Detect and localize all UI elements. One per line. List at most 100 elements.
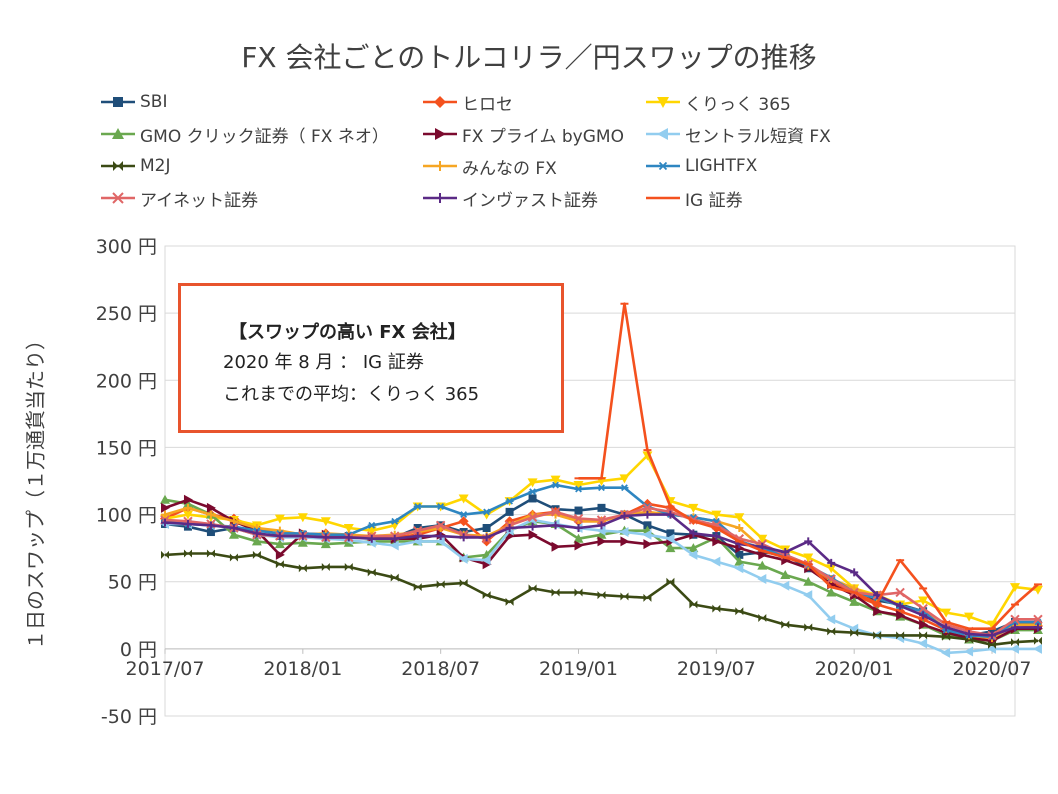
data-point [987, 620, 998, 630]
data-point [780, 580, 790, 591]
data-point [528, 584, 537, 593]
data-point [688, 503, 699, 513]
y-tick-label: 50 円 [108, 572, 157, 594]
data-point [712, 604, 721, 613]
data-point [643, 539, 653, 550]
y-tick-label: 250 円 [96, 303, 157, 325]
data-point [619, 474, 630, 484]
data-point [665, 543, 676, 553]
legend-item: FX プライム byGMO [422, 120, 624, 148]
data-point [827, 627, 836, 636]
annotation-line-1: 2020 年 8 月 ： IG 証券 [223, 352, 424, 373]
y-tick-label: -50 円 [101, 706, 157, 728]
legend-item: セントラル短資 FX [645, 120, 831, 148]
legend-swatch [423, 161, 457, 171]
data-point [735, 524, 744, 532]
x-tick-label: 2020/01 [815, 658, 894, 680]
data-point [435, 128, 446, 140]
data-point [274, 514, 285, 524]
data-point [112, 192, 124, 204]
data-point [780, 570, 791, 579]
data-point [413, 524, 422, 532]
legend-item: ヒロセ [422, 88, 513, 116]
data-point [988, 631, 997, 640]
data-point [551, 521, 560, 530]
data-point [573, 481, 584, 491]
legend-swatch [646, 196, 680, 200]
x-tick-label: 2017/07 [126, 658, 205, 680]
series-12 [574, 302, 1042, 630]
data-point [712, 532, 721, 541]
data-point [321, 562, 330, 571]
data-point [573, 533, 584, 543]
data-point [321, 533, 330, 542]
data-point [918, 638, 928, 649]
data-point [757, 560, 768, 570]
data-point [343, 524, 354, 533]
chart-title: FX 会社ごとのトルコリラ／円スワップの推移 [241, 41, 817, 74]
data-point [1010, 583, 1020, 593]
data-point [297, 537, 308, 547]
legend-item: アイネット証券 [100, 184, 258, 212]
series-layer [160, 302, 1043, 658]
legend-label: IG 証券 [685, 190, 743, 211]
data-point [965, 630, 974, 639]
data-point [298, 532, 307, 541]
data-point [850, 628, 859, 637]
data-point [988, 640, 997, 649]
data-point [458, 553, 468, 564]
data-point [528, 522, 537, 531]
data-point [390, 517, 399, 525]
data-point [711, 556, 721, 567]
data-point [711, 510, 722, 520]
data-point [964, 646, 974, 657]
data-point [505, 507, 514, 516]
data-point [657, 128, 668, 140]
data-point [803, 576, 814, 586]
data-point [666, 577, 675, 586]
data-point [458, 516, 469, 527]
data-point [436, 503, 445, 510]
data-point [550, 507, 561, 517]
data-point [528, 494, 537, 503]
data-point [597, 484, 606, 492]
data-point [298, 564, 307, 573]
data-point [344, 562, 353, 571]
x-tick-label: 2019/01 [539, 658, 618, 680]
annotation-box: 【スワップの高い FX 会社】 2020 年 8 月 ： IG 証券 これまでの… [178, 283, 564, 433]
data-point [596, 529, 607, 539]
data-point [183, 519, 192, 528]
legend-label: FX プライム byGMO [462, 126, 624, 147]
legend-label: インヴァスト証券 [462, 190, 598, 211]
data-point [436, 580, 445, 589]
data-point [435, 520, 446, 531]
legend-item: SBI [100, 88, 167, 116]
data-point [482, 508, 491, 516]
data-point [803, 553, 814, 563]
data-point [344, 533, 353, 542]
legend-swatch [646, 161, 680, 171]
data-point [964, 612, 975, 622]
data-point [666, 510, 675, 519]
data-point [182, 510, 193, 520]
data-point [206, 528, 215, 537]
legend-label: セントラル短資 FX [685, 126, 831, 147]
legend-item: インヴァスト証券 [422, 184, 598, 212]
axes [164, 245, 1016, 717]
data-point [896, 631, 905, 640]
legend-swatch [101, 97, 135, 107]
data-point [643, 521, 652, 530]
data-point [781, 548, 790, 557]
data-point [459, 511, 468, 519]
data-point [918, 603, 928, 614]
data-point [161, 502, 170, 513]
x-tick-label: 2019/07 [677, 658, 756, 680]
legend-label: くりっく 365 [685, 94, 791, 115]
data-point [113, 161, 123, 171]
data-point [229, 517, 238, 526]
data-point [1010, 614, 1020, 625]
data-point [827, 558, 836, 567]
series-7 [161, 549, 1042, 649]
data-point [666, 529, 675, 538]
data-point [367, 534, 376, 543]
